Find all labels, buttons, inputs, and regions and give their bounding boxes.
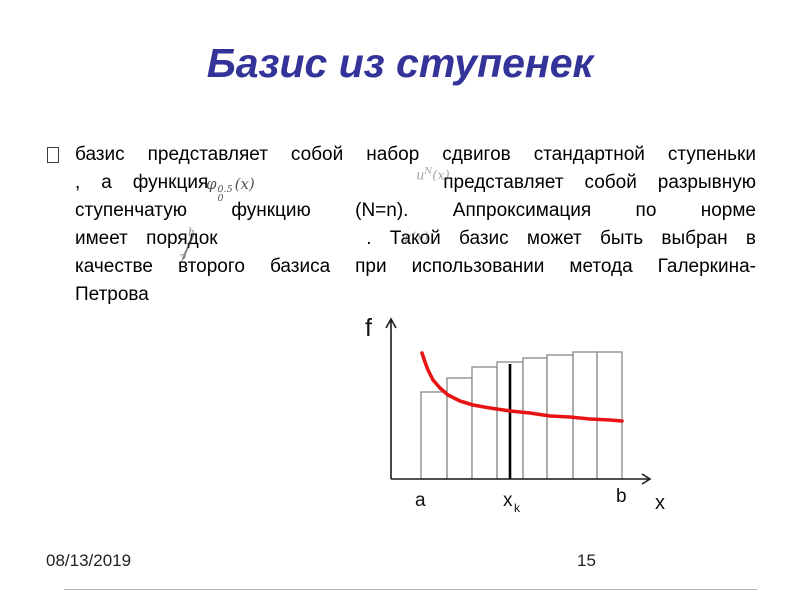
body-line-4-left: имеет порядок	[75, 228, 218, 249]
tick-label-a: a	[415, 490, 426, 511]
step-bar	[471, 366, 498, 480]
bullet-box-icon	[47, 147, 59, 163]
footer-divider	[64, 589, 757, 590]
step-bar	[420, 391, 448, 480]
formula-gap	[236, 243, 348, 244]
formula-h-over-2: h 2	[178, 226, 200, 270]
slide-title: Базис из ступенек	[206, 40, 594, 86]
body-line-2-right: представляет собой разрывную	[443, 172, 756, 193]
body-line-1: базис представляет собой набор сдвигов с…	[75, 144, 756, 165]
function-curve	[420, 351, 624, 423]
phi-arg: (x)	[234, 175, 255, 193]
step-bar	[522, 357, 548, 480]
footer-date: 08/13/2019	[46, 551, 132, 570]
step-bars	[420, 351, 623, 480]
phi-base: φ	[206, 175, 217, 193]
body-line-3: ступенчатую функцию (N=n). Аппроксимация…	[75, 200, 756, 221]
step-bar	[596, 351, 623, 480]
frac-denominator: 2	[179, 252, 187, 266]
body-line-2: , а функция представляет собой разрывную	[75, 169, 756, 197]
footer-page-number: 15	[577, 551, 596, 570]
formula-psi: ψ(x)	[401, 230, 429, 245]
body-line-5: качестве второго базиса при использовани…	[75, 256, 756, 277]
phi-sub: 0	[217, 193, 224, 204]
body-line-4: имеет порядок . Такой базис может быть в…	[75, 225, 756, 253]
tick-label-b: b	[616, 486, 627, 507]
y-axis-label: f	[365, 314, 372, 342]
u-arg: (x)	[432, 168, 450, 184]
body-line-2-left: , а функция	[75, 172, 209, 193]
psi-base: ψ	[401, 230, 412, 245]
formula-gap	[229, 187, 422, 188]
body-line-4-right: . Такой базис может быть выбран в	[366, 228, 757, 249]
frac-numerator: h	[188, 226, 196, 239]
formula-phi: φ 0.5 0 (x)	[206, 175, 255, 203]
phi-sup: 0.5	[217, 184, 233, 195]
tick-label-xk-sub: k	[514, 501, 521, 515]
formula-u: uN(x)	[416, 167, 450, 183]
phi-scripts: 0.5 0	[217, 184, 233, 204]
psi-arg: (x)	[411, 230, 429, 245]
u-sup: N	[424, 167, 433, 177]
u-base: u	[416, 168, 425, 184]
body-line-6: Петрова	[75, 284, 149, 305]
x-axis-arrow-icon	[641, 473, 652, 485]
step-bar	[572, 351, 598, 480]
tick-label-xk: x	[503, 490, 513, 511]
step-basis-figure: f x a x k b	[365, 314, 665, 515]
step-bar	[446, 377, 473, 480]
x-axis-label: x	[655, 492, 665, 514]
y-axis-arrow-icon	[385, 317, 397, 329]
body-paragraph: базис представляет собой набор сдвигов с…	[75, 141, 756, 309]
